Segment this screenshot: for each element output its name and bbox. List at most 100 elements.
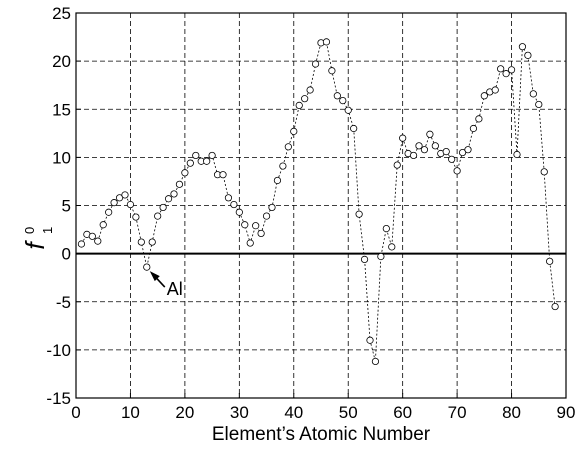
y-tick-label: 5 [62, 197, 71, 216]
y-tick-label: 20 [52, 52, 71, 71]
data-point [268, 203, 276, 212]
data-point [355, 210, 363, 218]
data-point [491, 86, 499, 94]
x-tick-label: 50 [339, 403, 358, 422]
x-tick-label: 30 [230, 403, 249, 422]
annotations: Al [149, 271, 183, 299]
data-point [186, 159, 194, 167]
data-point [257, 229, 265, 238]
data-point [382, 225, 390, 233]
data-point [469, 124, 478, 133]
series-line [81, 41, 556, 362]
data-point [99, 221, 107, 229]
data-point [230, 200, 238, 209]
data-point [159, 203, 167, 212]
data-point [388, 243, 396, 251]
x-tick-label: 0 [71, 403, 80, 422]
data-point [339, 96, 347, 105]
data-point [360, 255, 369, 263]
data-point [344, 106, 352, 114]
data-point [306, 86, 314, 94]
data-point [475, 115, 483, 123]
x-tick-label: 20 [175, 403, 194, 422]
data-point [241, 221, 249, 229]
data-point [480, 92, 488, 100]
x-tick-label: 40 [284, 403, 303, 422]
data-point [148, 238, 156, 246]
annotation-arrowhead [149, 271, 160, 282]
y-tick-label: 10 [52, 148, 71, 167]
data-point [322, 38, 331, 46]
data-point [126, 200, 135, 209]
data-point [224, 194, 233, 202]
x-tick-label: 10 [121, 403, 140, 422]
y-axis-title-subscript: 1 [40, 227, 55, 234]
x-tick-label: 70 [448, 403, 467, 422]
data-point [371, 357, 380, 366]
data-point [77, 240, 86, 248]
data-point [333, 92, 341, 100]
y-tick-label: 25 [52, 4, 71, 23]
data-point [105, 208, 113, 216]
y-axis-title-superscript: 0 [22, 227, 37, 234]
data-point [203, 157, 211, 165]
data-point [262, 212, 271, 220]
y-tick-label: -15 [46, 389, 71, 408]
data-point [235, 208, 243, 216]
data-point [273, 176, 282, 185]
y-tick-label: 15 [52, 100, 71, 119]
y-tick-label: -10 [46, 341, 71, 360]
data-point [284, 143, 292, 151]
data-point [502, 70, 510, 78]
data-point [350, 124, 358, 133]
data-point [399, 134, 407, 142]
x-tick-label: 80 [502, 403, 521, 422]
data-point [513, 150, 521, 159]
data-point [415, 142, 423, 150]
data-point [192, 151, 200, 160]
y-tick-label: 0 [62, 245, 71, 264]
data-point [175, 180, 184, 188]
data-point [529, 90, 537, 98]
data-point [535, 100, 543, 109]
data-point [137, 238, 145, 246]
data-point [518, 43, 527, 51]
data-point [458, 148, 467, 157]
data-point [295, 101, 303, 110]
data-point [301, 95, 309, 103]
data-point [409, 151, 418, 160]
data-point [115, 194, 124, 202]
data-point [246, 239, 254, 247]
y-tick-labels: -15 -10 -5 0 5 10 15 20 25 [46, 4, 81, 408]
y-axis-title: f 0 1 [20, 227, 55, 250]
data-point [94, 237, 102, 245]
data-point [88, 232, 96, 240]
y-axis-title-main: f [20, 240, 50, 250]
data-point [208, 151, 216, 160]
x-tick-label: 90 [557, 403, 576, 422]
data-point [497, 65, 505, 73]
data-point [219, 171, 227, 179]
series [77, 38, 559, 366]
data-point [181, 169, 189, 177]
x-axis-title: Element’s Atomic Number [212, 424, 431, 445]
data-point [507, 66, 516, 74]
data-point [143, 263, 151, 271]
data-point [420, 146, 429, 154]
data-point [464, 146, 472, 154]
data-point [164, 195, 173, 203]
data-point [328, 67, 336, 75]
data-point [132, 213, 140, 221]
data-point [154, 212, 162, 220]
data-point [311, 60, 320, 68]
data-point [551, 302, 559, 311]
data-point [393, 161, 401, 169]
data-point [170, 190, 178, 198]
data-point [540, 168, 548, 176]
data-point [110, 199, 118, 207]
data-point [279, 162, 287, 170]
data-point [431, 142, 439, 150]
grid [76, 13, 566, 398]
data-point [442, 148, 450, 156]
